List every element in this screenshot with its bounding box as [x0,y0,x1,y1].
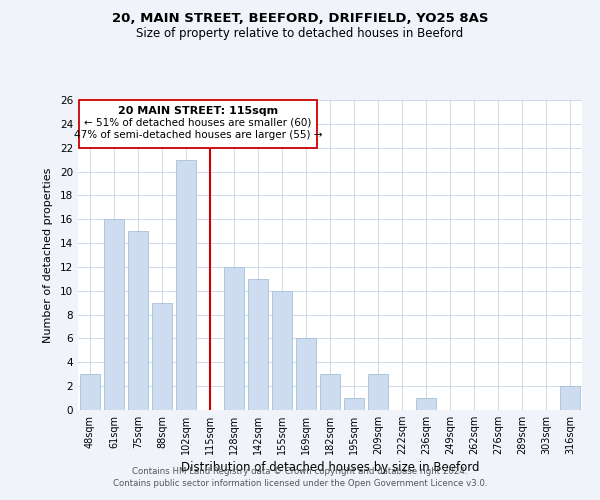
Bar [296,338,316,410]
Text: ← 51% of detached houses are smaller (60): ← 51% of detached houses are smaller (60… [85,118,311,128]
Bar [368,374,388,410]
Bar [416,398,436,410]
Bar [104,219,124,410]
Text: 20, MAIN STREET, BEEFORD, DRIFFIELD, YO25 8AS: 20, MAIN STREET, BEEFORD, DRIFFIELD, YO2… [112,12,488,26]
Bar [80,374,100,410]
FancyBboxPatch shape [79,100,317,148]
Bar [320,374,340,410]
Text: 47% of semi-detached houses are larger (55) →: 47% of semi-detached houses are larger (… [74,130,322,140]
Bar [272,291,292,410]
Y-axis label: Number of detached properties: Number of detached properties [43,168,53,342]
Text: 20 MAIN STREET: 115sqm: 20 MAIN STREET: 115sqm [118,106,278,116]
Bar [152,302,172,410]
Text: Contains public sector information licensed under the Open Government Licence v3: Contains public sector information licen… [113,478,487,488]
Bar [224,267,244,410]
Text: Contains HM Land Registry data © Crown copyright and database right 2024.: Contains HM Land Registry data © Crown c… [132,467,468,476]
Bar [128,231,148,410]
Bar [344,398,364,410]
Bar [248,279,268,410]
Bar [176,160,196,410]
Bar [560,386,580,410]
X-axis label: Distribution of detached houses by size in Beeford: Distribution of detached houses by size … [181,462,479,474]
Text: Size of property relative to detached houses in Beeford: Size of property relative to detached ho… [136,28,464,40]
